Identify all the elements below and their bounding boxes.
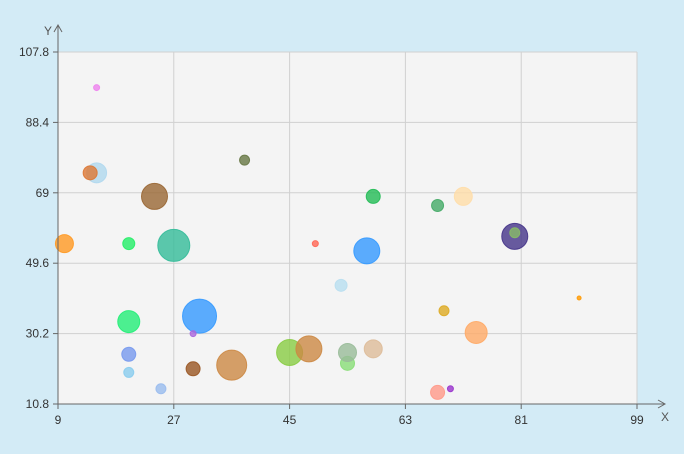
- bubble-point: [464, 321, 488, 345]
- x-tick-label: 45: [283, 413, 297, 427]
- bubble-point: [576, 295, 582, 301]
- bubble-point: [141, 182, 168, 210]
- bubble-point: [295, 335, 323, 363]
- bubble-point: [117, 310, 141, 334]
- y-tick-label: 88.4: [26, 115, 50, 129]
- bubble-point: [453, 186, 473, 206]
- bubble-point: [363, 339, 383, 359]
- bubble-point: [157, 228, 191, 262]
- bubble-point: [446, 385, 454, 393]
- x-tick-label: 27: [167, 413, 181, 427]
- bubble-point: [182, 298, 218, 334]
- bubble-series: [54, 84, 582, 400]
- x-axis-arrow: [657, 399, 667, 409]
- bubble-point: [509, 227, 521, 239]
- bubble-point: [82, 165, 98, 181]
- bubble-point: [438, 305, 450, 317]
- bubble-point: [334, 278, 348, 292]
- bubble-point: [185, 361, 201, 377]
- y-tick-label: 69: [36, 186, 50, 200]
- bubble-point: [54, 234, 74, 254]
- x-axis-ticks: 9 27 45 63 81 99: [55, 404, 644, 427]
- bubble-point: [189, 330, 197, 338]
- y-tick-label: 10.8: [26, 397, 50, 411]
- bubble-point: [365, 188, 381, 204]
- x-tick-label: 99: [630, 413, 644, 427]
- x-tick-label: 63: [399, 413, 413, 427]
- y-axis-label: Y: [44, 24, 52, 38]
- bubble-point: [239, 154, 251, 166]
- x-axis-label: X: [661, 410, 669, 424]
- bubble-point: [155, 383, 167, 395]
- x-tick-label: 9: [55, 413, 62, 427]
- y-tick-label: 30.2: [26, 327, 50, 341]
- bubble-point: [122, 237, 136, 251]
- bubble-point: [216, 349, 248, 381]
- bubble-point: [123, 366, 135, 378]
- y-axis-arrow: [53, 23, 63, 33]
- bubble-point: [311, 240, 319, 248]
- y-tick-label: 107.8: [19, 45, 49, 59]
- bubble-point: [121, 346, 137, 362]
- bubble-point: [338, 342, 357, 362]
- bubble-point: [431, 199, 445, 213]
- x-tick-label: 81: [515, 413, 529, 427]
- bubble-point: [353, 237, 381, 265]
- axes: [53, 23, 667, 409]
- y-tick-label: 49.6: [26, 256, 50, 270]
- bubble-point: [93, 84, 101, 92]
- bubble-point: [430, 384, 446, 400]
- y-axis-ticks: 10.8 30.2 49.6 69 88.4 107.8: [19, 45, 58, 411]
